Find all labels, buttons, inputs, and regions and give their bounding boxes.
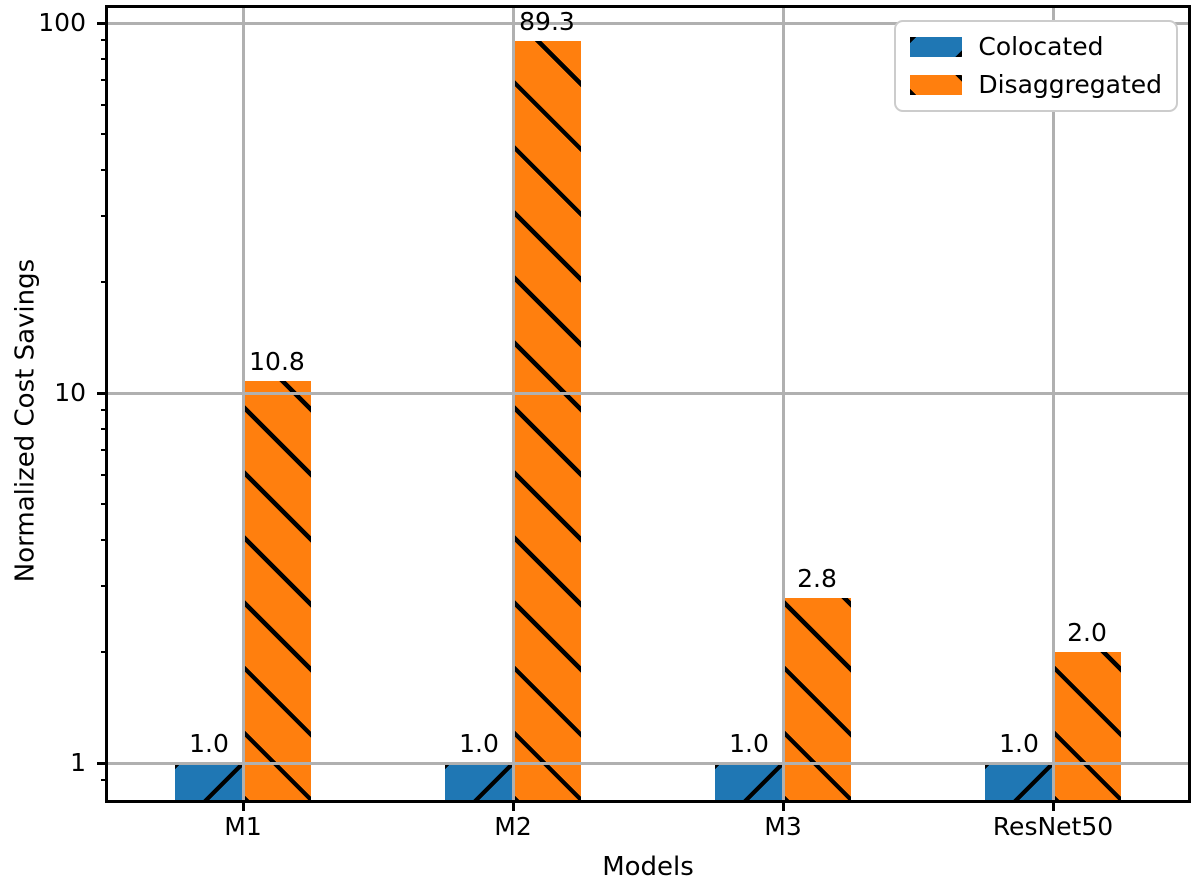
y-axis-minor-tick <box>101 79 108 82</box>
y-axis-minor-tick <box>101 427 108 430</box>
x-axis-tick <box>241 800 245 811</box>
x-axis-tick-label: M2 <box>494 812 532 841</box>
y-axis-tick-label: 10 <box>54 378 86 407</box>
legend-label-colocated: Colocated <box>978 32 1104 61</box>
x-axis-tick <box>781 800 785 811</box>
bar-colocated-m1 <box>175 763 243 800</box>
x-axis-tick-label: M1 <box>224 812 262 841</box>
plot-area: 1.0 1.0 1.0 1.0 10.8 89.3 2.8 2.0 <box>108 8 1188 800</box>
bar-value-label: 2.8 <box>797 563 837 593</box>
y-axis-minor-tick <box>101 104 108 107</box>
bar-colocated-m3 <box>715 763 783 800</box>
y-axis-tick-label: 100 <box>38 8 86 37</box>
legend-swatch-disaggregated-icon <box>910 75 963 95</box>
bar-disaggregated-m2 <box>513 41 581 800</box>
y-axis-major-tick <box>97 391 108 395</box>
y-axis-minor-tick <box>101 650 108 653</box>
bar-value-label: 1.0 <box>729 729 769 758</box>
y-axis-minor-tick <box>101 169 108 172</box>
bar-value-label: 2.0 <box>1067 617 1107 647</box>
x-axis-tick-label: ResNet50 <box>992 812 1114 841</box>
legend: Colocated Disaggregated <box>894 20 1178 112</box>
y-axis-major-tick <box>97 761 108 765</box>
x-axis-tick-label: M3 <box>764 812 802 841</box>
y-axis-major-tick <box>97 21 108 25</box>
y-axis-minor-tick <box>101 539 108 542</box>
x-axis-title: Models <box>602 852 694 882</box>
y-axis-minor-tick <box>101 57 108 60</box>
y-axis-title: Normalized Cost Savings <box>10 258 41 583</box>
gridline-vertical <box>1052 8 1055 800</box>
y-axis-tick-label: 1 <box>70 748 86 777</box>
gridline-vertical <box>242 8 245 800</box>
bar-disaggregated-m3 <box>783 597 851 800</box>
x-axis-tick <box>1051 800 1055 811</box>
bar-disaggregated-m1 <box>243 380 311 800</box>
bar-value-label: 89.3 <box>519 7 575 37</box>
gridline-horizontal <box>108 22 1188 25</box>
y-axis-minor-tick <box>101 408 108 411</box>
x-axis-tick <box>511 800 515 811</box>
y-axis-minor-tick <box>101 778 108 781</box>
y-axis-minor-tick <box>101 503 108 506</box>
bar-value-label: 1.0 <box>999 729 1039 758</box>
bar-value-label: 1.0 <box>459 729 499 758</box>
y-axis-minor-tick <box>101 38 108 41</box>
y-axis-minor-tick <box>101 280 108 283</box>
y-axis-minor-tick <box>101 585 108 588</box>
gridline-vertical <box>512 8 515 800</box>
bar-disaggregated-resnet50 <box>1053 651 1121 800</box>
legend-label-disaggregated: Disaggregated <box>978 70 1162 99</box>
y-axis-minor-tick <box>101 474 108 477</box>
bar-colocated-m2 <box>445 763 513 800</box>
legend-swatch-colocated-icon <box>910 37 963 57</box>
bar-value-label: 1.0 <box>189 729 229 758</box>
y-axis-minor-tick <box>101 449 108 452</box>
gridline-horizontal <box>108 392 1188 395</box>
legend-item-colocated: Colocated <box>910 32 1162 62</box>
legend-item-disaggregated: Disaggregated <box>910 70 1162 100</box>
bar-colocated-resnet50 <box>985 763 1053 800</box>
gridline-horizontal <box>108 762 1188 765</box>
gridline-vertical <box>782 8 785 800</box>
bar-value-label: 10.8 <box>249 346 305 376</box>
y-axis-minor-tick <box>101 215 108 218</box>
y-axis-minor-tick <box>101 133 108 136</box>
